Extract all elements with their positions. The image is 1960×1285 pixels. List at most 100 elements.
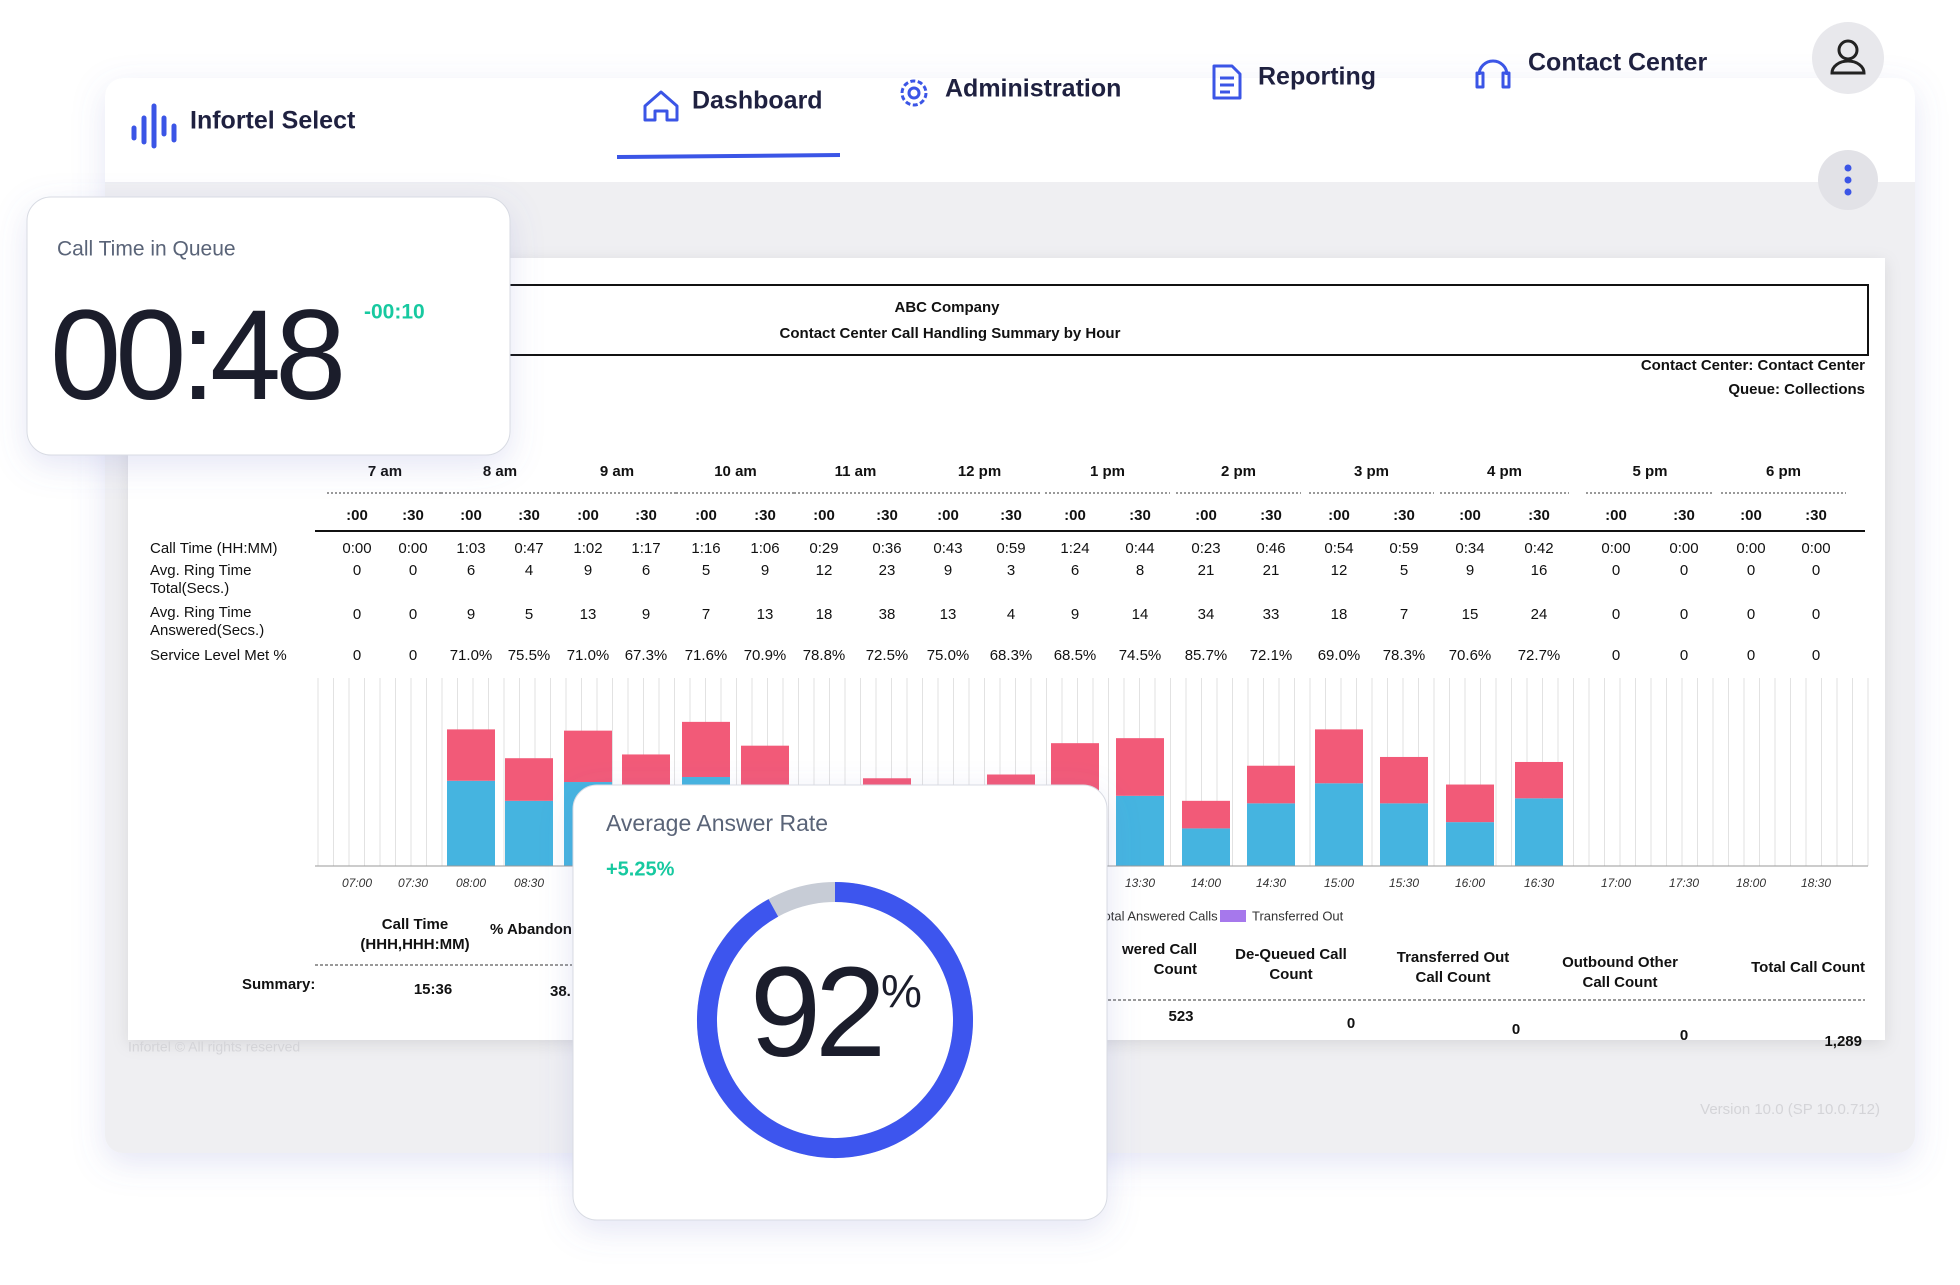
bar-segment <box>1116 738 1164 796</box>
cell: 18 <box>1331 606 1348 623</box>
x-tick-label: 17:00 <box>1601 876 1631 890</box>
cell: 0 <box>1612 647 1620 664</box>
cell: 72.5% <box>866 647 909 664</box>
half-hour-header: :30 <box>1805 507 1827 524</box>
half-hour-header: :30 <box>1000 507 1022 524</box>
x-tick-label: 18:30 <box>1801 876 1831 890</box>
row-label: Answered(Secs.) <box>150 622 264 639</box>
hour-header: 11 am <box>835 463 877 480</box>
nav-reporting[interactable]: Reporting <box>1212 63 1376 100</box>
cell: 6 <box>642 562 650 579</box>
bar-segment <box>1182 800 1230 829</box>
cell: 13 <box>757 606 774 623</box>
cell: 0:59 <box>996 540 1025 557</box>
x-tick-label: 08:00 <box>456 876 486 890</box>
cell: 0 <box>1812 606 1820 623</box>
half-hour-header: :00 <box>937 507 959 524</box>
summary-value: 0 <box>1512 1021 1520 1038</box>
card-delta: +5.25% <box>606 858 675 880</box>
cell: 70.9% <box>744 647 787 664</box>
answer-card: Average Answer Rate +5.25% 92 % <box>572 784 1108 1221</box>
cell: 0:00 <box>1801 540 1830 557</box>
bar-segment <box>1315 729 1363 784</box>
cell: 0:00 <box>1736 540 1765 557</box>
card <box>572 784 1108 1221</box>
cell: 0:47 <box>514 540 543 557</box>
cell: 0:23 <box>1191 540 1220 557</box>
cell: 7 <box>702 606 710 623</box>
hour-header: 1 pm <box>1090 463 1125 480</box>
nav-label[interactable]: Contact Center <box>1528 49 1707 77</box>
cell: 7 <box>1400 606 1408 623</box>
nav-label[interactable]: Reporting <box>1258 63 1376 91</box>
cell: 9 <box>584 562 592 579</box>
cell: 0 <box>1747 647 1755 664</box>
x-tick-label: 15:30 <box>1389 876 1419 890</box>
card-value: 00:48 <box>50 284 341 427</box>
cell: 0:00 <box>1601 540 1630 557</box>
nav-administration[interactable]: Administration <box>900 75 1121 107</box>
cell: 0 <box>1812 647 1820 664</box>
report-summary: Summary: Call Time (HHH,HHH:MM) 15:36 % Aban… <box>242 916 1865 1050</box>
cell: 68.3% <box>990 647 1033 664</box>
cell: 0 <box>1680 606 1688 623</box>
active-underline <box>616 153 841 159</box>
hour-header: 4 pm <box>1487 463 1522 480</box>
more-menu[interactable] <box>1818 150 1878 210</box>
bar-segment <box>505 758 553 801</box>
cell: 0:44 <box>1125 540 1154 557</box>
bar-segment <box>1182 828 1230 866</box>
x-tick-label: 14:30 <box>1256 876 1286 890</box>
report-meta: Queue: Collections <box>1728 381 1865 398</box>
bar-segment <box>447 780 495 866</box>
card-title: Call Time in Queue <box>57 238 236 261</box>
hour-header: 6 pm <box>1766 463 1801 480</box>
cell: 0 <box>409 647 417 664</box>
cell: 21 <box>1198 562 1215 579</box>
half-hour-header: :00 <box>346 507 368 524</box>
cell: 74.5% <box>1119 647 1162 664</box>
legend-swatch <box>1220 910 1246 922</box>
summary-value: 0 <box>1347 1015 1355 1032</box>
summary-header: Call Count <box>1416 969 1491 986</box>
cell: 4 <box>1007 606 1015 623</box>
nav-contact-center[interactable]: Contact Center <box>1475 49 1707 89</box>
version-text: Version 10.0 (SP 10.0.712) <box>1700 1101 1880 1118</box>
x-tick-label: 18:00 <box>1736 876 1766 890</box>
nav-label[interactable]: Dashboard <box>692 87 823 115</box>
legend-label: Total Answered Calls <box>1097 908 1218 923</box>
cell: 0 <box>1680 647 1688 664</box>
cell: 69.0% <box>1318 647 1361 664</box>
report-meta: Contact Center: Contact Center <box>1641 357 1865 374</box>
cell: 9 <box>1071 606 1079 623</box>
bar-segment <box>1515 761 1563 799</box>
hour-header: 12 pm <box>958 463 1001 480</box>
x-tick-label: 15:00 <box>1324 876 1354 890</box>
headset-icon <box>1475 59 1511 89</box>
bar-segment <box>1315 783 1363 866</box>
cell: 72.1% <box>1250 647 1293 664</box>
summary-header: % Abandon <box>490 921 572 938</box>
report-title: ABC Company <box>894 299 1000 316</box>
half-hour-header: :30 <box>754 507 776 524</box>
queue-card: Call Time in Queue 00:48 -00:10 <box>26 196 511 456</box>
cell: 0:34 <box>1455 540 1484 557</box>
nav-label[interactable]: Administration <box>945 75 1121 103</box>
half-hour-header: :00 <box>1064 507 1086 524</box>
cell: 4 <box>525 562 533 579</box>
cell: 9 <box>761 562 769 579</box>
cell: 0 <box>1612 606 1620 623</box>
cell: 9 <box>467 606 475 623</box>
user-avatar[interactable] <box>1812 22 1884 94</box>
cell: 12 <box>816 562 833 579</box>
half-hour-header: :00 <box>1740 507 1762 524</box>
cell: 33 <box>1263 606 1280 623</box>
summary-value: 38. <box>550 983 571 1000</box>
half-hour-header: :30 <box>1673 507 1695 524</box>
nav-dashboard[interactable]: Dashboard <box>616 87 841 159</box>
half-hour-header: :30 <box>635 507 657 524</box>
row-label: Avg. Ring Time <box>150 604 251 621</box>
cell: 70.6% <box>1449 647 1492 664</box>
half-hour-header: :00 <box>695 507 717 524</box>
cell: 75.0% <box>927 647 970 664</box>
